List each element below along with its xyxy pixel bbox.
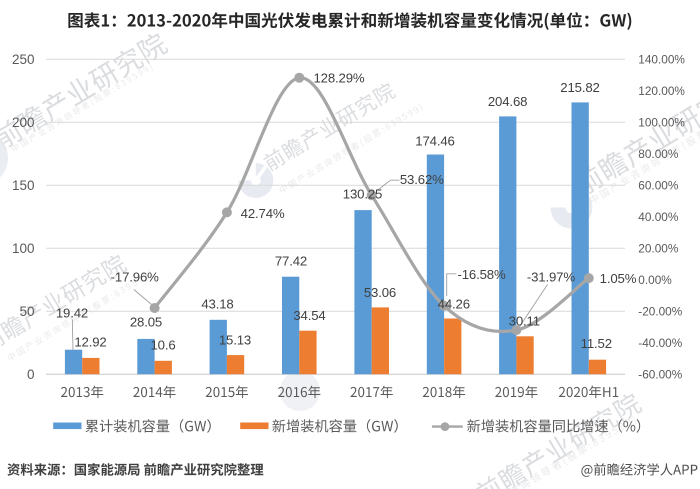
svg-text:20.00%: 20.00%	[638, 241, 679, 255]
svg-text:15.13: 15.13	[219, 333, 251, 348]
svg-text:42.74%: 42.74%	[241, 206, 285, 221]
svg-text:80.00%: 80.00%	[638, 147, 679, 161]
svg-text:0.00%: 0.00%	[638, 273, 672, 287]
svg-text:30.11: 30.11	[509, 314, 540, 329]
svg-text:28.05: 28.05	[130, 315, 162, 330]
svg-text:215.82: 215.82	[560, 80, 599, 95]
svg-text:100: 100	[12, 241, 35, 256]
svg-text:204.68: 204.68	[488, 94, 527, 109]
svg-text:10.6: 10.6	[150, 338, 175, 353]
svg-text:-40.00%: -40.00%	[638, 336, 682, 350]
svg-text:53.62%: 53.62%	[400, 172, 444, 187]
svg-text:11.52: 11.52	[581, 336, 612, 351]
svg-text:19.42: 19.42	[56, 306, 88, 321]
svg-text:53.06: 53.06	[364, 285, 396, 300]
svg-text:77.42: 77.42	[275, 254, 307, 269]
svg-text:128.29%: 128.29%	[313, 71, 364, 86]
svg-text:200: 200	[12, 115, 35, 130]
svg-text:44.26: 44.26	[438, 296, 470, 311]
svg-text:50: 50	[19, 304, 34, 319]
svg-text:-31.97%: -31.97%	[527, 270, 575, 285]
svg-text:130.25: 130.25	[343, 187, 382, 202]
svg-text:12.92: 12.92	[74, 335, 106, 350]
svg-text:-17.96%: -17.96%	[111, 270, 159, 285]
svg-text:0: 0	[27, 367, 35, 382]
svg-text:34.54: 34.54	[293, 308, 325, 323]
svg-text:120.00%: 120.00%	[638, 84, 685, 98]
svg-text:140.00%: 140.00%	[638, 53, 685, 67]
svg-text:-20.00%: -20.00%	[638, 304, 682, 318]
svg-text:-60.00%: -60.00%	[638, 367, 682, 381]
svg-text:-16.58%: -16.58%	[457, 267, 505, 282]
svg-text:1.05%: 1.05%	[600, 271, 637, 286]
svg-text:60.00%: 60.00%	[638, 179, 679, 193]
svg-text:100.00%: 100.00%	[638, 116, 685, 130]
svg-text:40.00%: 40.00%	[638, 210, 679, 224]
svg-text:174.46: 174.46	[415, 134, 454, 149]
svg-text:250: 250	[12, 52, 35, 67]
svg-text:150: 150	[12, 178, 35, 193]
svg-text:43.18: 43.18	[201, 297, 233, 312]
